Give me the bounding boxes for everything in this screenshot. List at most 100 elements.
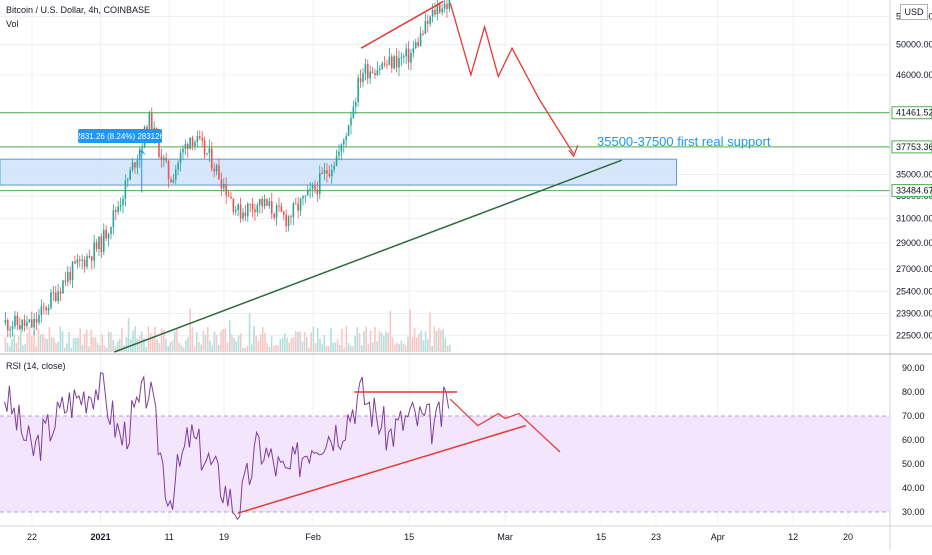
volume-bar (239, 333, 242, 352)
volume-bar (46, 338, 48, 352)
volume-bar (242, 347, 244, 352)
volume-bar (55, 342, 57, 352)
volume-bar (248, 313, 251, 352)
volume-bar (303, 332, 306, 352)
volume-bar (200, 344, 202, 352)
candle-body (14, 315, 16, 327)
volume-bar (44, 338, 46, 352)
price-highs-line[interactable] (360, 0, 444, 49)
volume-bar (85, 329, 88, 352)
volume-bar (105, 347, 108, 352)
x-tick-label: 23 (651, 532, 661, 542)
candle-body (215, 165, 218, 172)
volume-bar (424, 331, 427, 352)
volume-bar (33, 330, 35, 352)
rsi-projection-path[interactable] (449, 398, 561, 453)
candle-body (23, 319, 26, 326)
candle-body (347, 125, 350, 137)
candle-body (174, 169, 177, 180)
volume-bar (61, 331, 64, 352)
y-tick-label: 25400.00 (896, 286, 932, 296)
volume-bar (305, 337, 308, 352)
candle-body (326, 170, 328, 174)
candle-body (273, 213, 275, 218)
volume-bar (167, 346, 169, 352)
rsi-rising-trendline[interactable] (237, 424, 526, 514)
long-trendline[interactable] (114, 159, 622, 353)
volume-bar (48, 326, 51, 352)
candle-body (105, 229, 107, 239)
candle-body (9, 328, 11, 331)
candle-body (318, 172, 321, 194)
candle-body (42, 306, 45, 308)
volume-bar (70, 347, 73, 352)
volume-bar (345, 326, 348, 352)
candle-body (47, 307, 50, 311)
x-tick-label: 19 (219, 532, 229, 542)
x-tick-label: 2021 (91, 532, 111, 542)
candle-body (119, 205, 122, 207)
volume-bar (301, 341, 304, 352)
candle-body (330, 169, 333, 177)
level-tag-label: 33484.67 (896, 186, 932, 196)
candle-body (294, 203, 297, 205)
volume-bar (349, 345, 352, 352)
volume-bar (281, 337, 284, 352)
volume-bar (72, 338, 75, 352)
volume-bar (74, 337, 77, 352)
volume-bar (308, 347, 310, 352)
candle-body (150, 112, 153, 136)
volume-bar (213, 331, 216, 352)
volume-bar (429, 312, 431, 352)
candle-body (21, 319, 23, 329)
candle-body (390, 56, 393, 69)
volume-bar (253, 326, 255, 352)
candle-body (323, 170, 326, 174)
x-tick-label: Mar (497, 532, 513, 542)
candle-body (369, 71, 371, 79)
volume-bar (261, 327, 264, 352)
volume-bar (396, 342, 398, 352)
volume-bar (17, 335, 20, 352)
candle-body (158, 137, 160, 157)
candle-body (393, 56, 395, 69)
volume-bar (156, 339, 158, 352)
candle-body (16, 315, 19, 325)
rsi-y-tick-label: 50.00 (902, 459, 925, 469)
rsi-y-tick-label: 90.00 (902, 363, 925, 373)
volume-bar (426, 339, 429, 352)
candle-body (419, 33, 422, 46)
volume-bar (246, 346, 249, 352)
price-projection-path[interactable] (449, 3, 575, 155)
candle-body (400, 56, 403, 59)
volume-bar (112, 340, 114, 352)
candle-body (141, 146, 143, 150)
volume-bar (418, 333, 420, 352)
candle-body (398, 58, 400, 68)
candle-body (134, 162, 136, 168)
candle-body (441, 8, 443, 13)
volume-bar (24, 343, 26, 352)
candle-body (321, 172, 323, 174)
volume-bar (314, 342, 317, 352)
volume-bar (151, 336, 154, 352)
candle-body (316, 189, 319, 194)
level-tag (891, 184, 932, 198)
volume-bar (391, 337, 394, 352)
volume-bar (134, 326, 136, 352)
volume-bar (385, 331, 387, 352)
volume-bar (413, 327, 416, 352)
currency-badge[interactable]: USD (900, 4, 928, 20)
candle-body (165, 157, 167, 161)
volume-bar (365, 326, 367, 352)
volume-bar (404, 345, 407, 352)
volume-bar (160, 328, 163, 352)
volume-bar (96, 342, 99, 352)
candle-body (78, 259, 81, 261)
candle-body (74, 261, 76, 264)
candle-body (297, 203, 299, 211)
candle-body (424, 20, 427, 34)
volume-bar (68, 331, 70, 352)
volume-bar (380, 332, 383, 352)
